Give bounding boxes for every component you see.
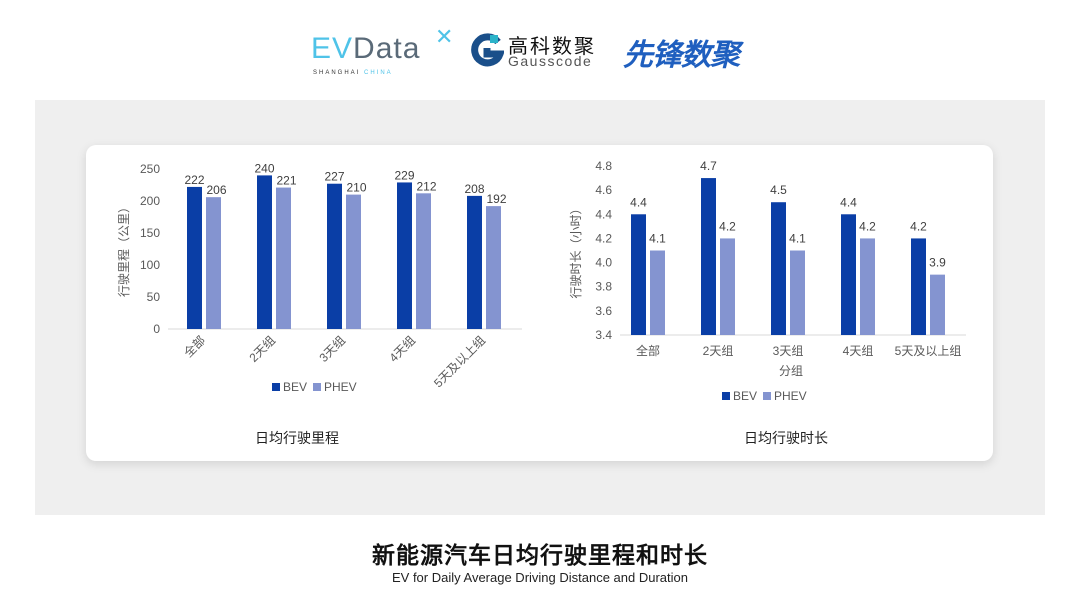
y-tick-label: 4.0	[595, 256, 612, 270]
logo-text: SHANGHAI	[313, 70, 361, 76]
y-tick-label: 150	[140, 226, 160, 240]
bar-phev	[930, 274, 945, 335]
bar-bev	[187, 186, 202, 329]
legend-swatch	[272, 383, 280, 391]
data-label: 4.2	[859, 219, 876, 233]
y-tick-label: 3.6	[595, 304, 612, 318]
page-subtitle: EV for Daily Average Driving Distance an…	[391, 570, 689, 585]
data-label: 3.9	[929, 256, 946, 270]
y-tick-label: 3.4	[595, 328, 612, 342]
bar-bev	[327, 183, 342, 329]
logo-text: CHINA	[364, 70, 393, 76]
chart-title: 日均行驶时长	[744, 430, 828, 446]
bar-phev	[206, 197, 221, 329]
bar-phev	[720, 238, 735, 335]
x-tick-label: 2天组	[247, 333, 279, 365]
x-tick-label: 全部	[181, 333, 209, 361]
y-tick-label: 0	[153, 322, 160, 336]
x-tick-label: 5天及以上组	[431, 333, 488, 390]
bar-bev	[467, 195, 482, 329]
bar-bev	[397, 182, 412, 329]
data-label: 4.2	[719, 219, 736, 233]
y-tick-label: 250	[140, 162, 160, 176]
data-label: 229	[394, 168, 414, 182]
legend-swatch	[313, 383, 321, 391]
data-label: 4.1	[649, 232, 666, 246]
evdata-logo: EVData ✕ SHANGHAI CHINA	[311, 24, 453, 76]
x-mark-icon: ✕	[435, 24, 455, 49]
bar-bev	[911, 238, 926, 335]
bar-phev	[650, 250, 665, 335]
data-label: 208	[464, 182, 484, 196]
bar-phev	[346, 194, 361, 329]
legend-label: PHEV	[774, 389, 807, 403]
data-label: 4.2	[910, 219, 927, 233]
data-label: 210	[346, 181, 366, 195]
bar-bev	[841, 214, 856, 335]
y-tick-label: 4.4	[595, 207, 612, 221]
y-tick-label: 100	[140, 258, 160, 272]
data-label: 222	[184, 173, 204, 187]
data-label: 192	[486, 192, 506, 206]
bar-phev	[416, 193, 431, 329]
x-tick-label: 5天及以上组	[895, 344, 962, 358]
y-tick-label: 200	[140, 194, 160, 208]
data-label: 206	[206, 183, 226, 197]
x-tick-label: 3天组	[773, 344, 804, 358]
legend-swatch	[722, 392, 730, 400]
logo-text: 高科数聚	[508, 36, 596, 58]
y-tick-label: 4.8	[595, 159, 612, 173]
data-label: 240	[254, 161, 274, 175]
logo-text: Gausscode	[508, 53, 593, 69]
x-tick-label: 4天组	[843, 344, 874, 358]
data-label: 4.7	[700, 159, 717, 173]
legend-swatch	[763, 392, 771, 400]
data-label: 212	[416, 179, 436, 193]
chart-title: 日均行驶里程	[255, 430, 339, 446]
y-tick-label: 4.6	[595, 183, 612, 197]
data-label: 221	[276, 174, 296, 188]
data-label: 227	[324, 170, 344, 184]
bar-phev	[790, 250, 805, 335]
bar-bev	[701, 178, 716, 335]
data-label: 4.5	[770, 183, 787, 197]
y-tick-label: 3.8	[595, 280, 612, 294]
logo-subtext: SHANGHAI CHINA	[313, 70, 393, 76]
page-title: 新能源汽车日均行驶里程和时长	[372, 542, 708, 568]
bar-bev	[631, 214, 646, 335]
x-tick-label: 4天组	[387, 333, 419, 365]
x-tick-label: 3天组	[317, 333, 349, 365]
y-axis-label: 行驶里程（公里）	[116, 201, 131, 297]
y-tick-label: 4.2	[595, 231, 612, 245]
data-label: 4.4	[840, 195, 857, 209]
x-tick-label: 全部	[636, 343, 660, 358]
bar-bev	[771, 202, 786, 335]
legend-label: PHEV	[324, 380, 357, 394]
logo-text: Data	[353, 32, 421, 65]
bar-phev	[486, 206, 501, 329]
bar-bev	[257, 175, 272, 329]
y-tick-label: 50	[147, 290, 161, 304]
y-axis-label: 行驶时长（小时）	[568, 202, 583, 298]
data-label: 4.4	[630, 195, 647, 209]
logo-text: EV	[311, 32, 354, 65]
data-label: 4.1	[789, 232, 806, 246]
x-axis-label: 分组	[779, 364, 803, 378]
xianfeng-logo: 先锋数聚	[623, 39, 740, 72]
legend-label: BEV	[283, 380, 307, 394]
gausscode-mark-icon	[471, 33, 504, 67]
legend-label: BEV	[733, 389, 757, 403]
x-tick-label: 2天组	[703, 344, 734, 358]
bar-phev	[860, 238, 875, 335]
logo-bar: EVData ✕ SHANGHAI CHINA 高科数聚 Gausscode 先…	[0, 24, 1080, 76]
bar-phev	[276, 187, 291, 329]
